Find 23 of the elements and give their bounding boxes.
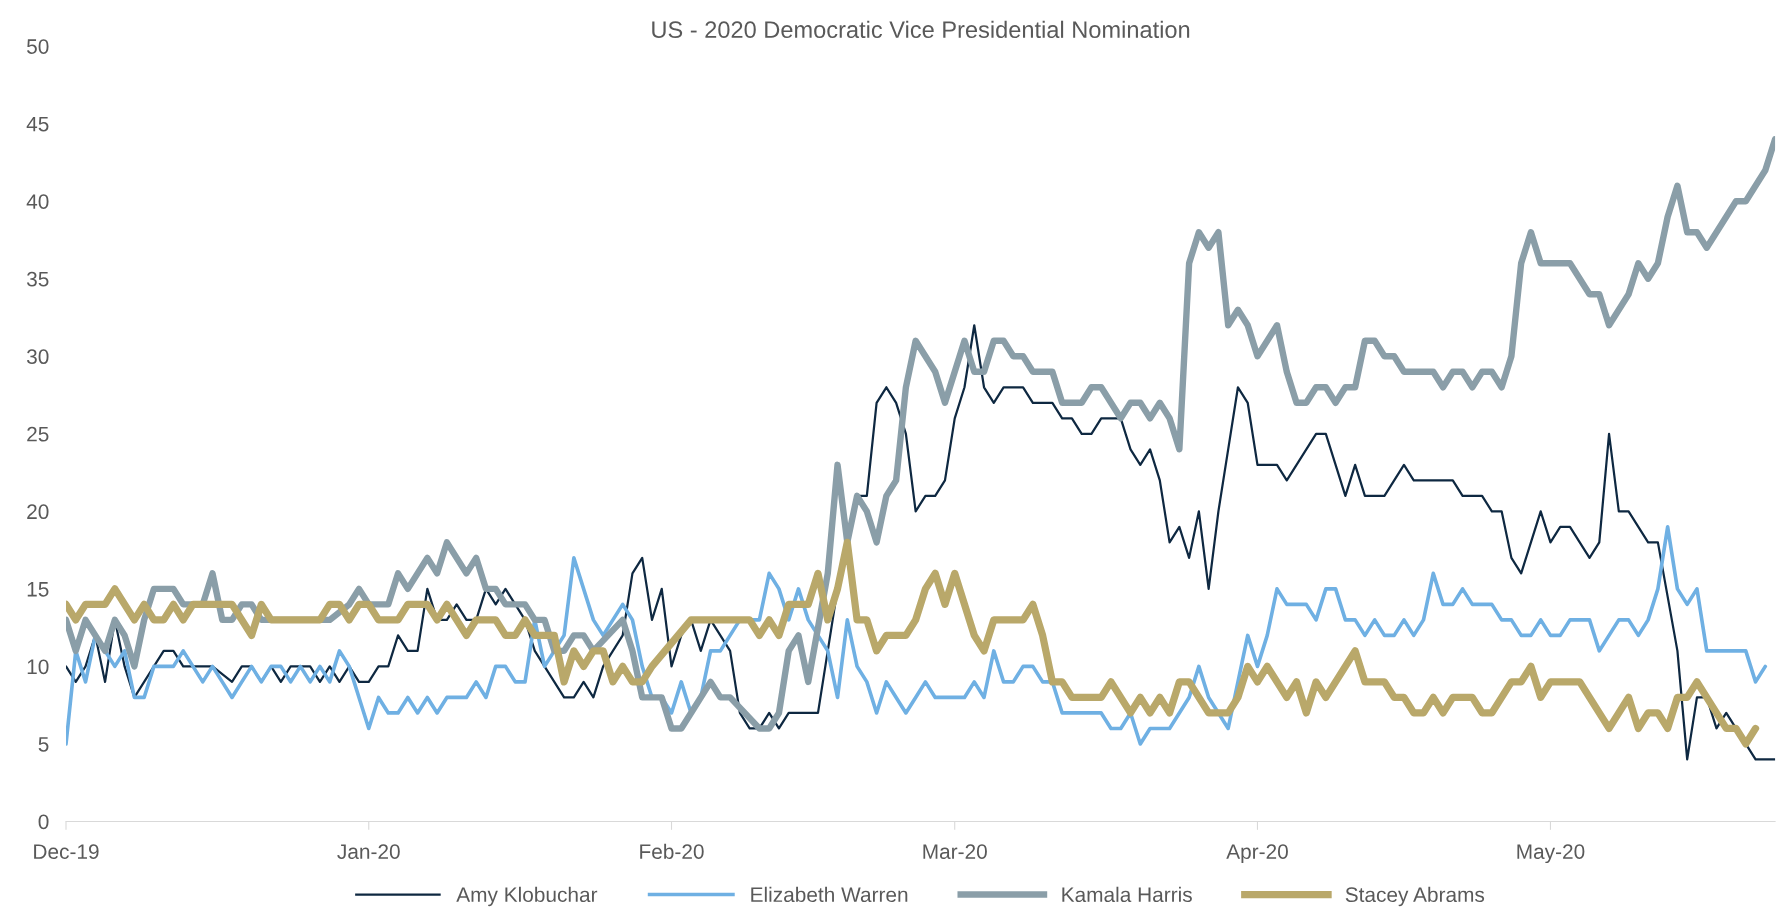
y-tick-label: 25 [27,426,49,442]
legend-label: Elizabeth Warren [751,886,908,903]
x-tick-label: May-20 [1517,844,1585,864]
x-tick-label: Feb-20 [640,843,704,859]
y-tick-label: 45 [26,116,49,132]
x-tick-label: Jan-20 [337,844,400,859]
x-tick-label: Mar-20 [923,844,987,859]
line-series [66,324,1776,761]
legend-label: Kamala Harris [1062,886,1192,903]
x-tick-label: Dec-19 [34,844,99,859]
y-tick-label: 50 [27,39,49,54]
y-tick-label: 35 [26,271,49,287]
y-tick-label: 30 [26,349,49,365]
legend-label: Amy Klobuchar [456,886,598,907]
y-tick-label: 10 [27,659,49,675]
y-tick-label: 15 [27,582,49,597]
y-tick-label: 0 [38,814,49,830]
y-tick-label: 20 [27,504,49,520]
y-tick-label: 5 [38,737,49,752]
y-tick-label: 40 [26,194,49,209]
chart-title: US - 2020 Democratic Vice Presidential Nomination [652,20,1190,39]
legend-label: Stacey Abrams [1345,886,1485,907]
x-tick-label: Apr-20 [1226,844,1288,864]
